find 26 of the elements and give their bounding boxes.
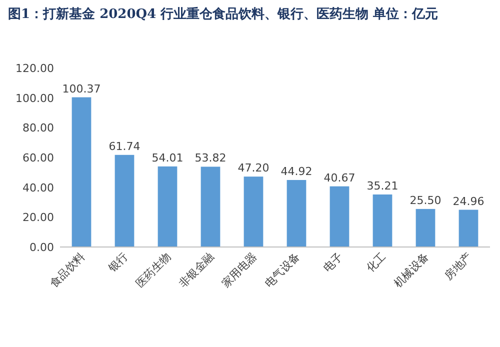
y-tick-label: 40.00 bbox=[22, 181, 54, 194]
x-tick-label: 机械设备 bbox=[391, 250, 432, 290]
data-label: 35.21 bbox=[366, 179, 398, 192]
title: 图1：打新基金 2020Q4 行业重仓食品饮料、银行、医药生物 单位：亿元 bbox=[8, 6, 440, 24]
x-tick-label: 家用电器 bbox=[219, 250, 260, 290]
x-tick-label: 非银金融 bbox=[176, 250, 217, 290]
data-label: 61.74 bbox=[108, 140, 140, 153]
x-tick-label: 化工 bbox=[364, 250, 389, 275]
y-tick-label: 60.00 bbox=[22, 152, 54, 164]
data-label: 25.50 bbox=[410, 194, 442, 207]
y-tick-label: 80.00 bbox=[22, 122, 54, 135]
data-label: 100.37 bbox=[62, 82, 101, 96]
data-label: 53.82 bbox=[194, 152, 226, 165]
data-label: 24.96 bbox=[452, 194, 484, 208]
data-label: 47.20 bbox=[238, 162, 270, 175]
x-tick-label: 房地产 bbox=[442, 250, 475, 282]
x-tick-label: 电子 bbox=[320, 250, 346, 275]
data-label: 44.92 bbox=[280, 164, 312, 178]
x-tick-label: 电气设备 bbox=[262, 250, 303, 290]
x-tick-label: 医药生物 bbox=[133, 250, 174, 290]
y-tick-label: 120.00 bbox=[16, 62, 54, 75]
data-label: 40.67 bbox=[324, 171, 356, 184]
x-tick-label: 银行 bbox=[105, 250, 131, 276]
y-tick-label: 20.00 bbox=[22, 211, 54, 224]
data-label: 54.01 bbox=[152, 151, 184, 164]
y-tick-label: 100.00 bbox=[16, 92, 54, 105]
